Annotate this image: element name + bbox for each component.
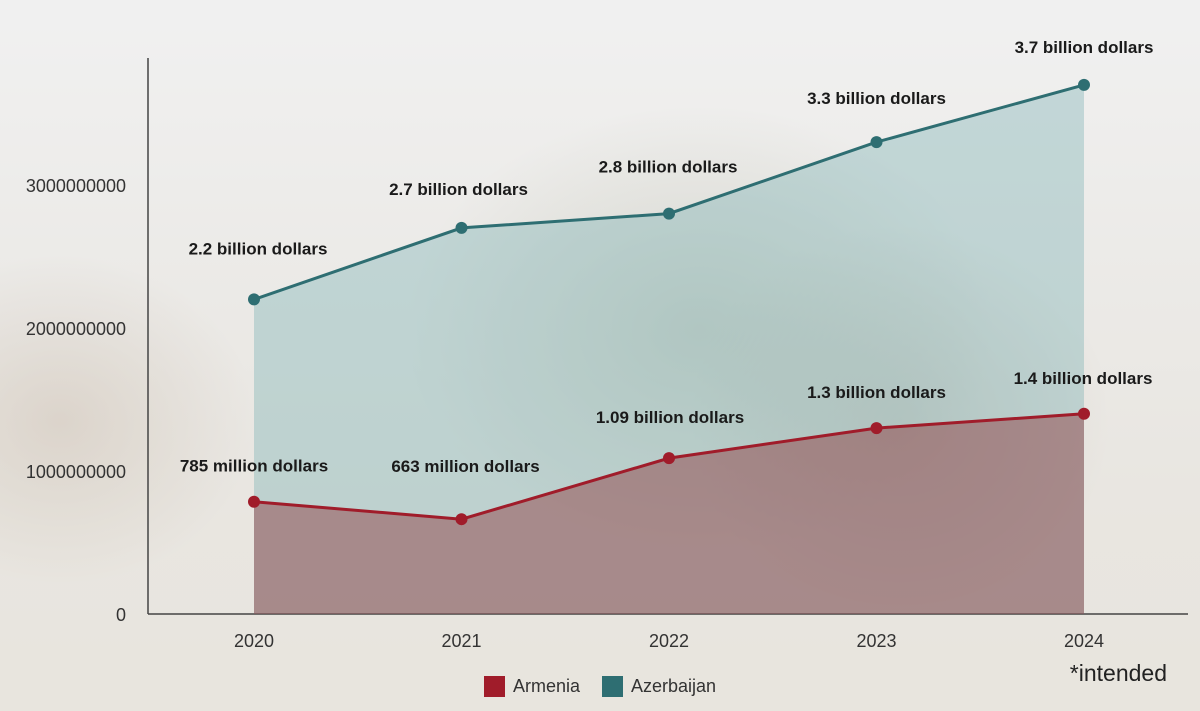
point-azerbaijan [248, 293, 260, 306]
data-label-armenia: 1.09 billion dollars [596, 408, 744, 427]
footnote: *intended [1069, 660, 1167, 686]
legend-swatch [601, 676, 623, 697]
data-label-armenia: 663 million dollars [391, 457, 539, 476]
point-azerbaijan [663, 207, 675, 220]
data-label-azerbaijan: 3.7 billion dollars [1015, 38, 1154, 57]
legend-label: Armenia [512, 676, 580, 696]
x-tick-label: 2021 [441, 631, 481, 651]
y-tick-label: 1000000000 [26, 462, 126, 482]
legend-item-armenia[interactable]: Armenia [483, 676, 580, 697]
point-armenia [1078, 407, 1090, 420]
point-armenia [455, 513, 468, 526]
x-tick-label: 2023 [856, 631, 896, 651]
data-label-azerbaijan: 2.7 billion dollars [389, 180, 528, 199]
legend-item-azerbaijan[interactable]: Azerbaijan [601, 676, 717, 697]
point-armenia [663, 452, 675, 465]
point-azerbaijan [455, 221, 468, 234]
data-label-azerbaijan: 2.2 billion dollars [189, 239, 328, 258]
point-armenia [248, 495, 260, 508]
x-tick-label: 2022 [649, 631, 689, 651]
y-tick-label: 2000000000 [26, 319, 126, 339]
y-tick-label: 3000000000 [26, 176, 126, 196]
data-label-armenia: 1.4 billion dollars [1014, 369, 1153, 388]
x-tick-label: 2024 [1064, 631, 1104, 651]
x-tick-label: 2020 [234, 631, 274, 651]
point-azerbaijan [1078, 78, 1090, 91]
point-armenia [870, 422, 883, 435]
legend-swatch [483, 676, 505, 697]
y-tick-label: 0 [116, 605, 126, 625]
legend: Armenia Azerbaijan [0, 676, 1200, 697]
data-label-azerbaijan: 3.3 billion dollars [807, 89, 946, 108]
data-label-armenia: 785 million dollars [180, 457, 328, 476]
area-azerbaijan [254, 84, 1084, 614]
area-armenia [254, 413, 1084, 614]
legend-label: Azerbaijan [630, 676, 717, 696]
data-label-azerbaijan: 2.8 billion dollars [599, 158, 738, 177]
point-azerbaijan [870, 136, 883, 149]
data-label-armenia: 1.3 billion dollars [807, 383, 946, 402]
